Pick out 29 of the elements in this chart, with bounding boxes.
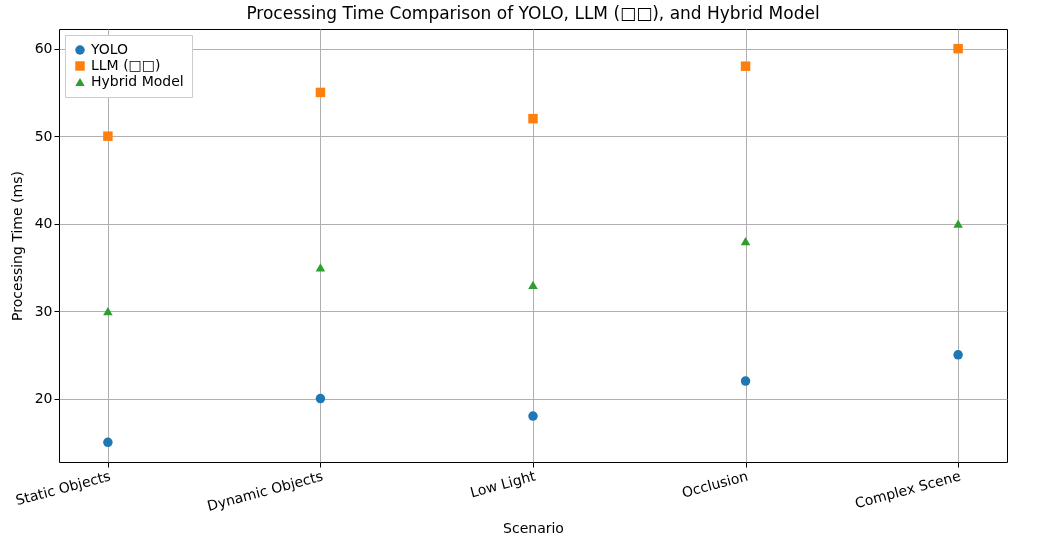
y-tick-label: 20 xyxy=(34,390,53,407)
y-tick-label: 40 xyxy=(34,215,53,232)
point xyxy=(528,113,538,124)
x-tick-label: Static Objects xyxy=(13,467,113,509)
y-tick-label: 60 xyxy=(34,40,53,57)
x-tick-label: Complex Scene xyxy=(853,467,963,512)
y-tick-label: 50 xyxy=(34,127,53,144)
legend-label: LLM (□□) xyxy=(91,57,161,73)
y-tick-label: 30 xyxy=(34,302,53,319)
point xyxy=(740,61,751,71)
point xyxy=(103,307,113,316)
point xyxy=(528,411,538,421)
point xyxy=(528,280,538,289)
point xyxy=(953,350,963,360)
legend-label: Hybrid Model xyxy=(91,73,184,89)
point xyxy=(103,131,113,141)
point xyxy=(315,87,326,98)
point xyxy=(953,43,963,54)
point xyxy=(740,237,751,246)
x-axis-title: Scenario xyxy=(503,519,564,536)
y-axis-title: Processing Time (ms) xyxy=(8,171,25,321)
legend-label: YOLO xyxy=(90,41,129,57)
point xyxy=(953,219,963,228)
point xyxy=(740,376,751,386)
point xyxy=(103,437,113,448)
x-tick-label: Low Light xyxy=(468,467,538,501)
point xyxy=(315,263,326,272)
point xyxy=(315,393,326,404)
chart-title: Processing Time Comparison of YOLO, LLM (□□), and Hybrid Model xyxy=(246,3,820,23)
